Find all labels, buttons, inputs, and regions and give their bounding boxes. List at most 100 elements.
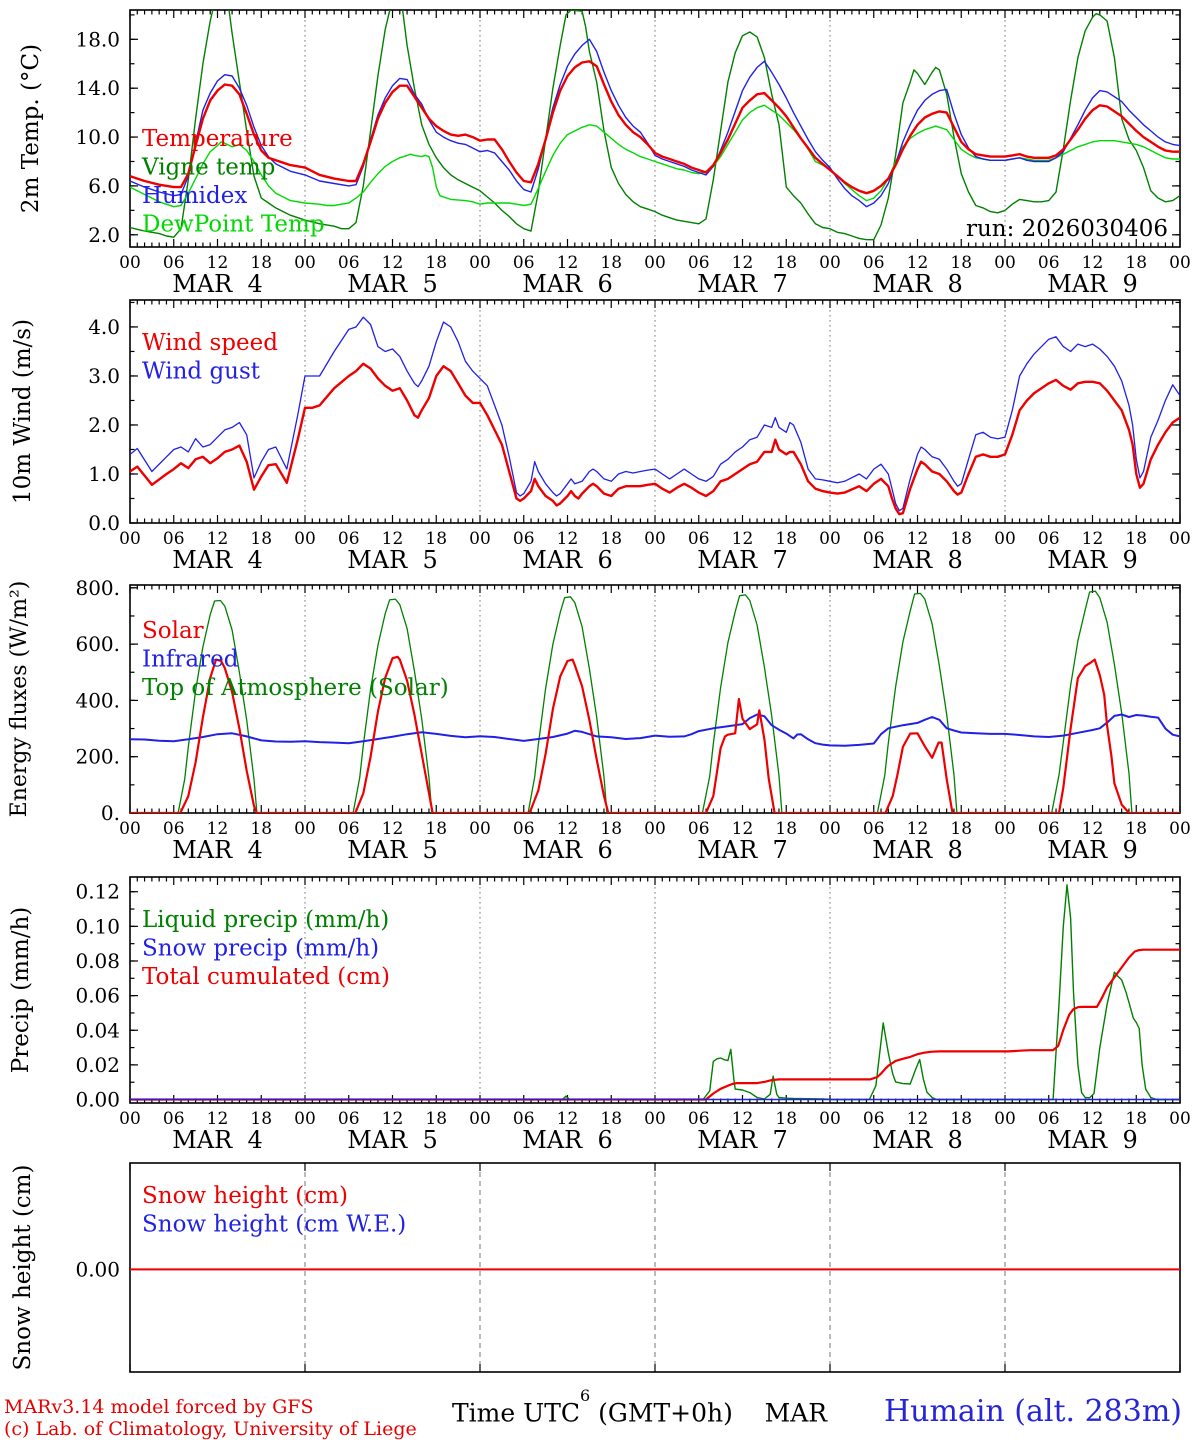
x-axis-title: Time UTC6 (GMT+0h) MAR bbox=[452, 1388, 827, 1426]
run-label: run: 2026030406 bbox=[966, 216, 1168, 242]
x-tick-label: 00 bbox=[294, 529, 316, 549]
legend-snow-height-0: Snow height (cm) bbox=[142, 1183, 348, 1209]
x-tick-label: 18 bbox=[425, 253, 447, 273]
x-tick-label: 00 bbox=[1169, 1109, 1191, 1129]
day-label: MAR 6 bbox=[522, 1126, 613, 1154]
x-tick-label: 06 bbox=[863, 253, 885, 273]
legend-precip-2: Total cumulated (cm) bbox=[142, 964, 390, 990]
x-tick-label: 06 bbox=[513, 253, 535, 273]
panel-snow-height: 0.00 Snow height (cm) Snow height (cm W.E.… bbox=[10, 1162, 1181, 1373]
x-tick-label: 12 bbox=[557, 253, 579, 273]
x-tick-label: 00 bbox=[1169, 819, 1191, 839]
station-label: Humain (alt. 283m) bbox=[884, 1394, 1182, 1429]
series-infrared-line bbox=[130, 713, 1180, 747]
y-tick-label: 2.0 bbox=[88, 223, 120, 247]
day-label: MAR 9 bbox=[1047, 1126, 1138, 1154]
y-tick-label: 0.00 bbox=[75, 1088, 120, 1112]
series-vigne-temp-line bbox=[130, 10, 1180, 241]
x-axis-title-sup: 6 bbox=[580, 1386, 591, 1405]
x-tick-label: 00 bbox=[119, 819, 141, 839]
x-tick-label: 06 bbox=[688, 253, 710, 273]
x-tick-label: 00 bbox=[819, 819, 841, 839]
x-tick-label: 18 bbox=[1125, 1109, 1147, 1129]
panel-temperature: 2.0 6.0 10.0 14.0 18.0 Temperature Vigne tempH… bbox=[18, 9, 1191, 298]
x-tick-label: 00 bbox=[819, 1109, 841, 1129]
y-tick-label: 18.0 bbox=[75, 27, 120, 51]
series-toa-solar-line bbox=[130, 590, 1180, 813]
x-tick-label: 00 bbox=[294, 819, 316, 839]
y-tick-label: 600. bbox=[75, 632, 120, 656]
x-tick-label: 06 bbox=[513, 529, 535, 549]
y-tick-label: 200. bbox=[75, 745, 120, 769]
x-tick-label: 00 bbox=[1169, 253, 1191, 273]
legend-energy-fluxes-0: Solar bbox=[142, 618, 204, 644]
x-tick-label: 18 bbox=[775, 1109, 797, 1129]
y-tick-label: 0.04 bbox=[75, 1018, 120, 1042]
x-tick-label: 00 bbox=[644, 1109, 666, 1129]
day-label: MAR 4 bbox=[172, 1126, 263, 1154]
x-tick-label: 00 bbox=[469, 1109, 491, 1129]
y-tick-label: 0.12 bbox=[75, 880, 120, 904]
panel-wind: 0.0 1.0 2.0 3.0 4.0 Wind speed Wind gust 10m Wi… bbox=[10, 299, 1191, 574]
y-tick-label: 3.0 bbox=[88, 364, 120, 388]
x-tick-label: 12 bbox=[732, 253, 754, 273]
x-tick-label: 00 bbox=[644, 253, 666, 273]
y-tick-label: 0.08 bbox=[75, 949, 120, 973]
x-tick-label: 18 bbox=[775, 819, 797, 839]
x-tick-label: 12 bbox=[207, 1109, 229, 1129]
x-tick-label: 18 bbox=[600, 529, 622, 549]
y-ticks bbox=[130, 14, 1180, 236]
x-tick-label: 18 bbox=[950, 819, 972, 839]
x-tick-label: 18 bbox=[600, 253, 622, 273]
y-axis-title: Snow height (cm) bbox=[10, 1165, 36, 1371]
x-tick-label: 00 bbox=[644, 529, 666, 549]
day-label: MAR 4 bbox=[172, 836, 263, 864]
credit-line-2: (c) Lab. of Climatology, University of L… bbox=[4, 1418, 417, 1440]
x-tick-label: 00 bbox=[644, 819, 666, 839]
x-tick-label: 18 bbox=[425, 529, 447, 549]
y-axis-title: Energy fluxes (W/m²) bbox=[7, 581, 32, 818]
x-tick-label: 12 bbox=[207, 253, 229, 273]
series-wind-gust-line bbox=[130, 316, 1180, 512]
x-tick-label: 18 bbox=[1125, 529, 1147, 549]
series-temperature-2m-line bbox=[130, 60, 1180, 195]
panel-precip: 0.00 0.02 0.04 0.06 0.08 0.10 0.12 Liquid preci… bbox=[8, 876, 1191, 1154]
day-label: MAR 8 bbox=[872, 836, 963, 864]
x-tick-label: 12 bbox=[1082, 819, 1104, 839]
x-tick-label: 06 bbox=[1038, 819, 1060, 839]
x-tick-label: 00 bbox=[819, 529, 841, 549]
y-axis-title: Precip (mm/h) bbox=[8, 907, 34, 1073]
x-tick-label: 00 bbox=[994, 253, 1016, 273]
x-tick-label: 00 bbox=[469, 819, 491, 839]
day-label: MAR 6 bbox=[522, 546, 613, 574]
y-tick-label: 0.0 bbox=[88, 511, 120, 535]
legend-energy-fluxes-1: Infrared bbox=[142, 647, 239, 673]
x-tick-label: 06 bbox=[1038, 529, 1060, 549]
y-tick-label: 1.0 bbox=[88, 462, 120, 486]
x-tick-label: 18 bbox=[1125, 819, 1147, 839]
day-label: MAR 5 bbox=[347, 546, 438, 574]
y-tick-label: 0.00 bbox=[75, 1257, 120, 1281]
x-tick-label: 18 bbox=[1125, 253, 1147, 273]
x-tick-label: 00 bbox=[1169, 529, 1191, 549]
legend-temperature-0: Temperature bbox=[142, 126, 293, 152]
x-tick-label: 12 bbox=[907, 253, 929, 273]
x-tick-label: 00 bbox=[469, 253, 491, 273]
legend-wind-0: Wind speed bbox=[142, 330, 278, 356]
x-tick-label: 18 bbox=[425, 819, 447, 839]
series-liquid-precip-line bbox=[130, 884, 1180, 1101]
series-solar-line bbox=[130, 655, 1180, 813]
x-tick-label: 06 bbox=[1038, 1109, 1060, 1129]
y-tick-label: 0.02 bbox=[75, 1053, 120, 1077]
day-label: MAR 9 bbox=[1047, 836, 1138, 864]
x-tick-label: 18 bbox=[425, 1109, 447, 1129]
day-label: MAR 4 bbox=[172, 546, 263, 574]
x-tick-label: 12 bbox=[907, 1109, 929, 1129]
x-tick-label: 12 bbox=[382, 253, 404, 273]
y-tick-label: 14.0 bbox=[75, 76, 120, 100]
day-label: MAR 5 bbox=[347, 1126, 438, 1154]
legend-energy-fluxes-2: Top of Atmosphere (Solar) bbox=[142, 675, 449, 701]
x-tick-label: 06 bbox=[863, 529, 885, 549]
x-tick-label: 00 bbox=[994, 819, 1016, 839]
